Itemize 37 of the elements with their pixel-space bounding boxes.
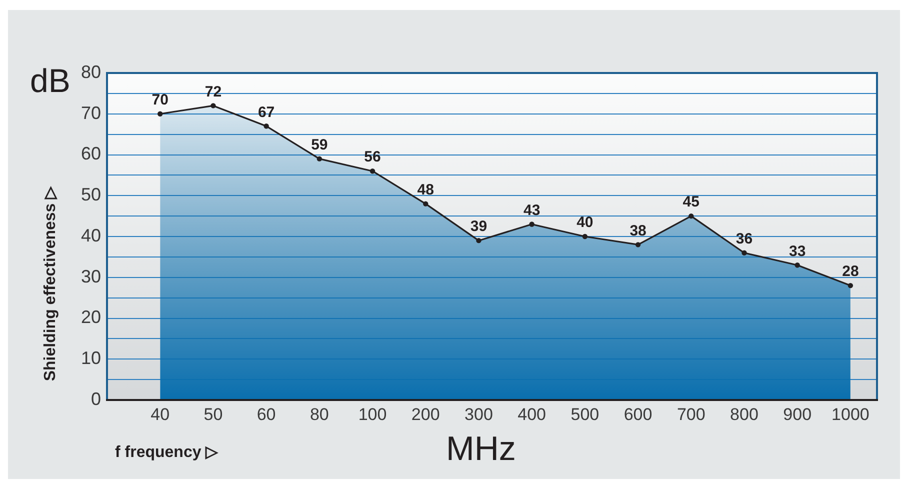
y-tick-label: 80: [80, 62, 101, 82]
x-tick-label: 900: [783, 404, 812, 424]
x-tick-label: 80: [310, 404, 329, 424]
x-tick-label: 100: [358, 404, 387, 424]
y-tick-label: 70: [80, 102, 101, 123]
text: MHz: [446, 430, 516, 468]
y-axis-title: Shielding effectiveness ▷: [42, 186, 59, 382]
y-tick-label: 30: [80, 266, 101, 286]
data-label: 59: [311, 136, 328, 154]
data-label: 40: [576, 214, 594, 232]
x-tick-label: 60: [256, 404, 276, 424]
y-tick-label: 0: [90, 388, 101, 409]
data-label: 38: [630, 222, 646, 240]
text: dB: [30, 62, 70, 99]
x-tick-label: 600: [624, 404, 652, 424]
data-label: 70: [152, 92, 168, 109]
x-tick-label: 400: [518, 404, 546, 424]
y-tick-label: 10: [80, 348, 101, 368]
data-label: 45: [682, 194, 700, 211]
data-label: 33: [789, 242, 806, 260]
x-tick-label: 50: [204, 404, 223, 424]
x-tick-label: 300: [464, 404, 493, 424]
x-tick-label: 40: [150, 404, 170, 424]
x-tick-label: 700: [676, 404, 706, 424]
y-tick-label: 50: [80, 184, 101, 205]
y-tick-label: 20: [80, 307, 101, 328]
y-tick-label: 40: [80, 225, 101, 246]
x-tick-label: 800: [730, 404, 758, 424]
x-tick-label: 1000: [832, 404, 870, 424]
data-label: 43: [523, 202, 540, 219]
data-label: 39: [470, 218, 488, 236]
x-axis-title: f frequency ▷: [115, 444, 218, 461]
data-label: 28: [842, 263, 859, 280]
x-tick-label: 200: [411, 404, 440, 424]
x-tick-label: 500: [570, 404, 600, 424]
y-tick-label: 60: [80, 144, 101, 164]
data-label: 48: [417, 181, 434, 198]
